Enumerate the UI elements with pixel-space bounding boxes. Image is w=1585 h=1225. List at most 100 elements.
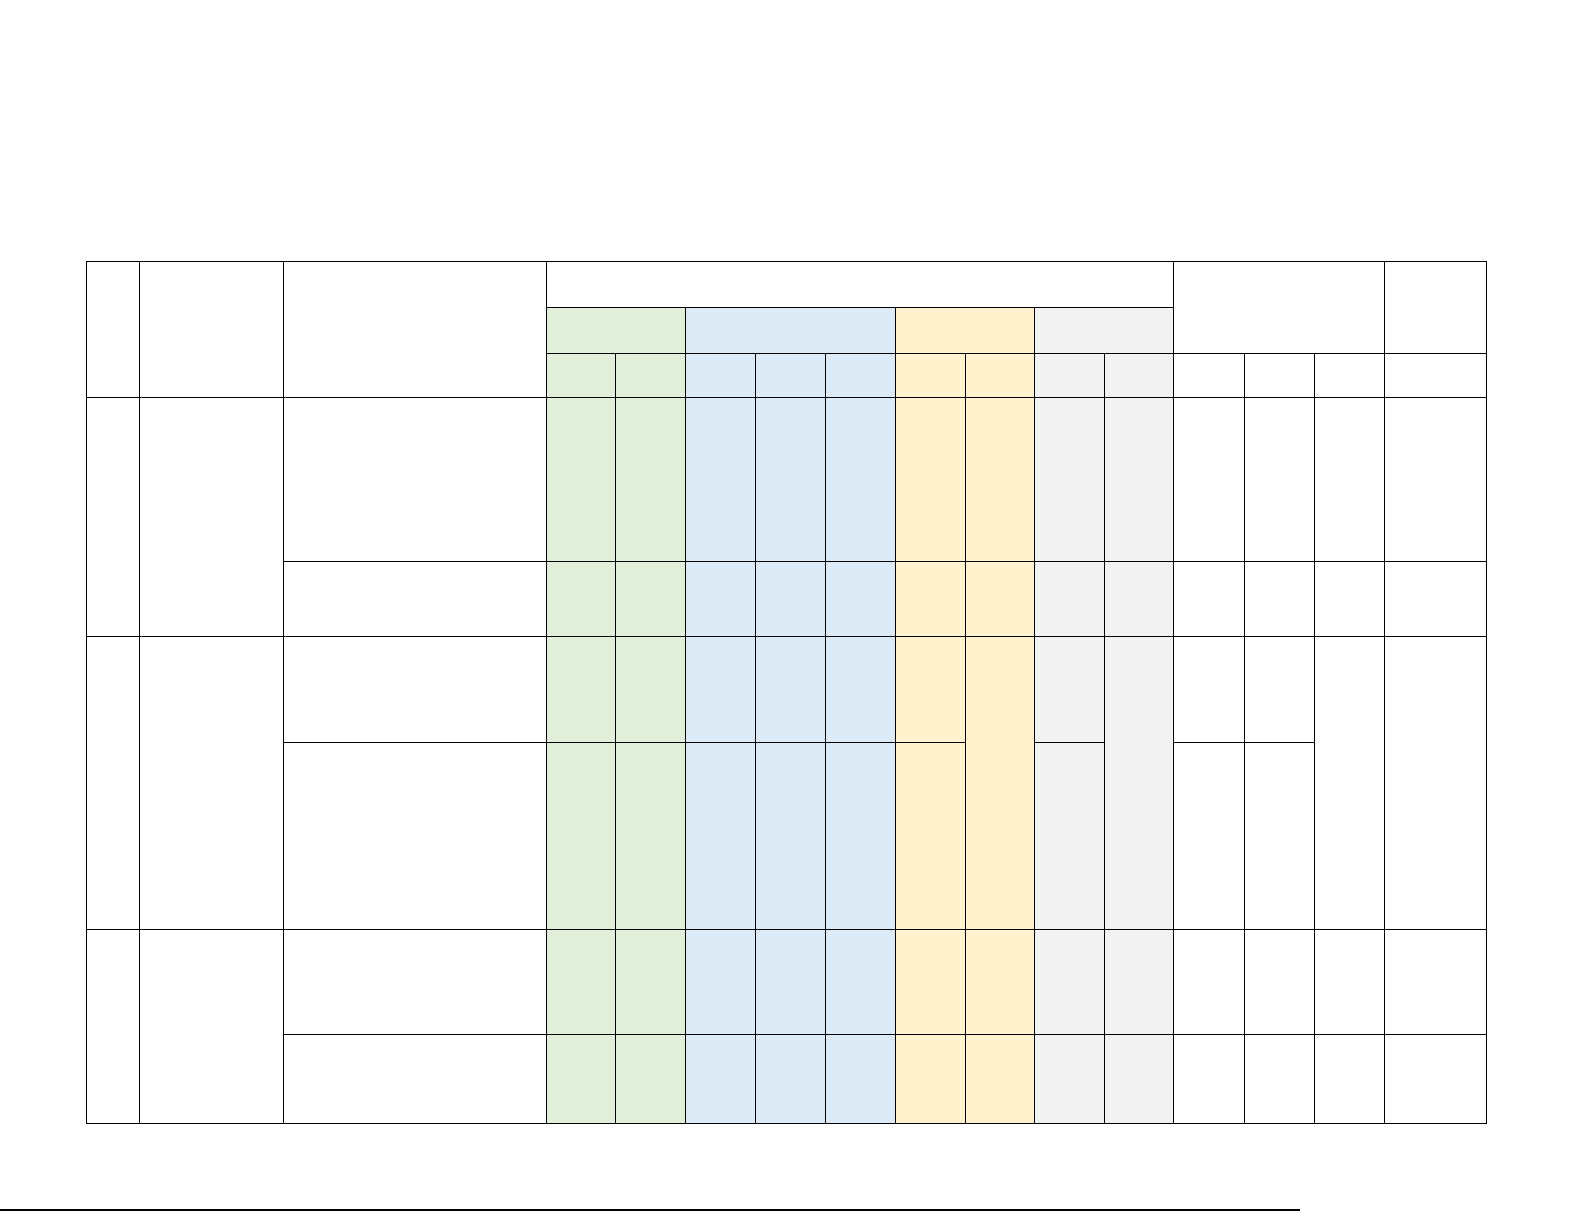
- table-cell: [755, 636, 826, 743]
- table-cell: [895, 561, 966, 637]
- header-group-cell: [1173, 261, 1385, 354]
- table-cell: [1173, 1034, 1245, 1124]
- header-subgroup-cell: [546, 307, 686, 354]
- table-cell: [685, 636, 756, 743]
- header-column-cell: [895, 353, 966, 398]
- table-cell: [685, 397, 756, 562]
- header-column-cell: [825, 353, 896, 398]
- table-cell: [1314, 929, 1385, 1035]
- table-cell: [1034, 397, 1105, 562]
- row-label-cell: [139, 636, 284, 930]
- table-cell: [1173, 742, 1245, 930]
- table-cell: [1104, 929, 1174, 1035]
- table-cell: [615, 397, 686, 562]
- row-number-cell: [86, 636, 140, 930]
- header-group-cell: [546, 261, 1174, 308]
- table-cell: [615, 636, 686, 743]
- row-label-cell: [139, 929, 284, 1124]
- header-column-cell: [755, 353, 826, 398]
- table-cell-merged: [1314, 636, 1385, 930]
- table-cell: [1173, 397, 1245, 562]
- table-cell: [1314, 397, 1385, 562]
- table-cell: [1384, 561, 1487, 637]
- header-cell: [1384, 261, 1487, 354]
- table-cell: [895, 742, 966, 930]
- table-cell: [283, 929, 547, 1035]
- table-cell: [755, 561, 826, 637]
- table-cell: [283, 742, 547, 930]
- table-cell: [755, 929, 826, 1035]
- table-cell: [283, 636, 547, 743]
- table-cell: [755, 742, 826, 930]
- table-cell: [755, 397, 826, 562]
- row-label-cell: [139, 397, 284, 637]
- table-cell: [546, 742, 616, 930]
- table-cell: [615, 742, 686, 930]
- table-cell: [825, 742, 896, 930]
- table-cell: [825, 1034, 896, 1124]
- table-cell: [1034, 929, 1105, 1035]
- header-subgroup-cell: [685, 307, 896, 354]
- table-cell: [825, 561, 896, 637]
- table-cell: [615, 929, 686, 1035]
- header-column-cell: [1244, 353, 1315, 398]
- header-cell: [283, 261, 547, 398]
- table-cell-merged: [965, 636, 1035, 930]
- table-cell: [1244, 397, 1315, 562]
- table-cell: [283, 561, 547, 637]
- table-cell: [1384, 929, 1487, 1035]
- header-column-cell: [1384, 353, 1487, 398]
- table-cell: [1104, 397, 1174, 562]
- table-cell-merged: [1104, 636, 1174, 930]
- table-cell: [825, 929, 896, 1035]
- header-column-cell: [685, 353, 756, 398]
- header-cell: [139, 261, 284, 398]
- row-number-cell: [86, 397, 140, 637]
- table-cell: [1384, 397, 1487, 562]
- header-column-cell: [1173, 353, 1245, 398]
- table-cell: [825, 636, 896, 743]
- table-cell: [1173, 636, 1245, 743]
- table-cell: [965, 929, 1035, 1035]
- table-cell: [825, 397, 896, 562]
- table-cell: [895, 1034, 966, 1124]
- table-cell: [546, 561, 616, 637]
- header-subgroup-cell: [1034, 307, 1174, 354]
- table-cell: [1173, 561, 1245, 637]
- table-cell: [1314, 1034, 1385, 1124]
- footer-divider: [0, 1209, 1300, 1211]
- table-cell: [546, 636, 616, 743]
- header-column-cell: [965, 353, 1035, 398]
- table-cell: [1384, 1034, 1487, 1124]
- table-cell: [615, 561, 686, 637]
- table-cell: [1244, 1034, 1315, 1124]
- table-cell: [546, 929, 616, 1035]
- header-cell: [86, 261, 140, 398]
- table-cell: [685, 561, 756, 637]
- table-cell: [1034, 742, 1105, 930]
- table-cell: [1034, 561, 1105, 637]
- table-cell: [965, 397, 1035, 562]
- header-column-cell: [615, 353, 686, 398]
- table-cell: [546, 1034, 616, 1124]
- table-cell: [1244, 929, 1315, 1035]
- table-cell: [283, 397, 547, 562]
- table-cell: [1314, 561, 1385, 637]
- table-cell: [1104, 1034, 1174, 1124]
- table-cell: [1034, 636, 1105, 743]
- table-cell: [685, 929, 756, 1035]
- table-cell: [1104, 561, 1174, 637]
- table-cell: [685, 1034, 756, 1124]
- table-cell: [546, 397, 616, 562]
- table-cell: [1244, 742, 1315, 930]
- table-cell: [895, 929, 966, 1035]
- table-cell: [283, 1034, 547, 1124]
- table-cell-merged: [1384, 636, 1487, 930]
- table-cell: [1244, 636, 1315, 743]
- header-subgroup-cell: [895, 307, 1035, 354]
- header-column-cell: [1314, 353, 1385, 398]
- table-cell: [1244, 561, 1315, 637]
- table-cell: [1173, 929, 1245, 1035]
- header-column-cell: [1034, 353, 1105, 398]
- table-cell: [895, 397, 966, 562]
